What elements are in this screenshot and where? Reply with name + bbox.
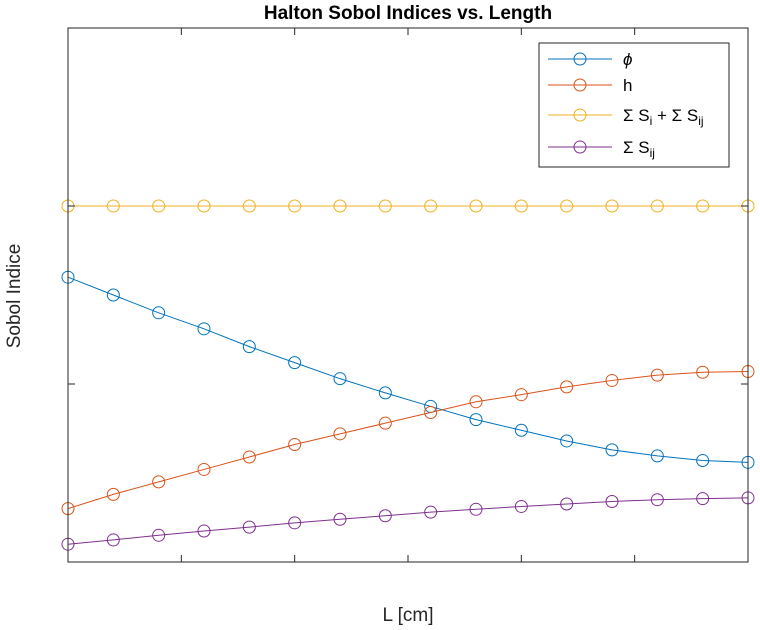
- data-point: [424, 405, 438, 419]
- data-point: [378, 386, 392, 400]
- legend-marker: [573, 140, 587, 154]
- data-point: [242, 450, 256, 464]
- series-line: [67, 371, 749, 510]
- legend-item-0: ϕ: [548, 50, 632, 69]
- legend-item-3: Σ Sij: [548, 138, 655, 160]
- legend-label-subscript: i: [650, 114, 653, 128]
- data-point: [696, 492, 710, 506]
- series-2: [61, 199, 755, 213]
- series-3: [61, 491, 755, 551]
- data-point: [333, 199, 347, 213]
- data-point: [288, 356, 302, 370]
- legend-label-part: Σ S: [623, 106, 650, 125]
- data-point: [106, 288, 120, 302]
- data-point: [288, 199, 302, 213]
- data-point: [106, 533, 120, 547]
- legend-label-subscript: ij: [650, 146, 655, 160]
- data-point: [469, 199, 483, 213]
- data-point: [152, 475, 166, 489]
- data-point: [378, 416, 392, 430]
- data-point: [605, 373, 619, 387]
- legend-label-subscript: ij: [698, 114, 703, 128]
- data-point: [560, 380, 574, 394]
- data-point: [650, 449, 664, 463]
- data-point: [333, 512, 347, 526]
- data-point: [605, 443, 619, 457]
- data-point: [152, 306, 166, 320]
- legend-label: Σ Sij: [623, 138, 655, 160]
- data-point: [560, 199, 574, 213]
- y-axis-title: Sobol Indice: [4, 244, 25, 349]
- data-point: [197, 462, 211, 476]
- data-point: [560, 497, 574, 511]
- legend-marker: [573, 52, 587, 66]
- legend-item-2: Σ Si + Σ Sij: [548, 106, 704, 128]
- legend-label-part: + Σ S: [652, 106, 698, 125]
- series-line: [67, 276, 749, 463]
- data-point: [106, 199, 120, 213]
- data-point: [696, 199, 710, 213]
- data-point: [605, 199, 619, 213]
- data-point: [197, 524, 211, 538]
- legend-label: h: [623, 76, 632, 95]
- legend-marker: [573, 108, 587, 122]
- data-point: [378, 199, 392, 213]
- data-point: [650, 199, 664, 213]
- data-point: [288, 516, 302, 530]
- legend-label-part: Σ S: [623, 138, 650, 157]
- plot-area: [61, 199, 755, 551]
- x-axis-title: L [cm]: [382, 605, 433, 626]
- data-point: [197, 199, 211, 213]
- data-point: [514, 499, 528, 513]
- axes: [67, 27, 749, 563]
- data-point: [333, 427, 347, 441]
- data-point: [378, 509, 392, 523]
- data-point: [469, 395, 483, 409]
- data-point: [469, 413, 483, 427]
- data-point: [560, 434, 574, 448]
- data-point: [288, 438, 302, 452]
- data-point: [469, 502, 483, 516]
- data-point: [152, 199, 166, 213]
- data-point: [696, 454, 710, 468]
- data-point: [650, 368, 664, 382]
- data-point: [650, 493, 664, 507]
- data-point: [424, 505, 438, 519]
- data-point: [197, 322, 211, 336]
- data-point: [333, 372, 347, 386]
- series-0: [61, 270, 755, 469]
- data-point: [242, 199, 256, 213]
- data-point: [106, 487, 120, 501]
- data-point: [242, 520, 256, 534]
- series-1: [61, 365, 755, 516]
- data-point: [424, 199, 438, 213]
- data-point: [242, 340, 256, 354]
- data-point: [605, 494, 619, 508]
- legend-label: ϕ: [623, 50, 632, 69]
- series-line: [67, 497, 749, 545]
- chart-title: Halton Sobol Indices vs. Length: [264, 3, 552, 24]
- data-point: [514, 388, 528, 402]
- legend-item-1: h: [548, 76, 632, 95]
- data-point: [696, 365, 710, 379]
- data-point: [514, 423, 528, 437]
- legend-label: Σ Si + Σ Sij: [623, 106, 704, 128]
- legend-marker: [573, 78, 587, 92]
- data-point: [514, 199, 528, 213]
- data-point: [152, 528, 166, 542]
- legend-box: [538, 42, 730, 168]
